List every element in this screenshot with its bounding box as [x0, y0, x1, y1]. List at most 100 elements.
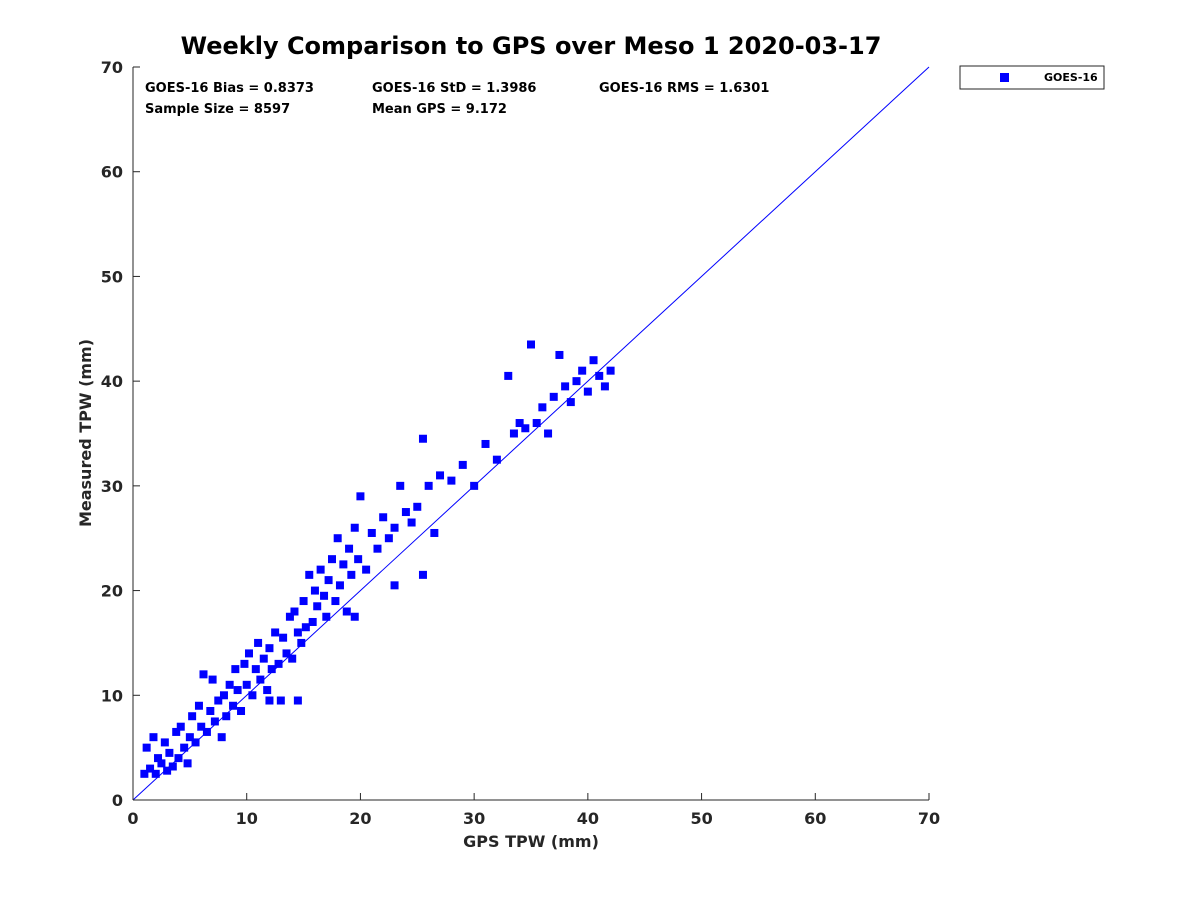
- data-point: [157, 759, 166, 768]
- stat-mean-gps: Mean GPS = 9.172: [372, 102, 507, 117]
- data-point: [345, 544, 354, 553]
- data-point: [259, 654, 268, 663]
- data-point: [589, 356, 598, 365]
- data-point: [324, 576, 333, 585]
- data-point: [274, 659, 283, 668]
- data-point: [168, 762, 177, 771]
- data-point: [350, 523, 359, 532]
- data-point: [379, 513, 388, 522]
- stat-std: GOES-16 StD = 1.3986: [372, 81, 536, 96]
- data-point: [561, 382, 570, 391]
- data-point: [538, 403, 547, 412]
- data-point: [160, 738, 169, 747]
- data-point: [288, 654, 297, 663]
- x-tick-label: 20: [349, 809, 371, 828]
- data-point: [418, 434, 427, 443]
- data-point: [146, 764, 155, 773]
- data-point: [301, 623, 310, 632]
- data-point: [362, 565, 371, 574]
- x-axis: 0 10 20 30 40 50 60 70: [127, 793, 940, 828]
- data-point: [384, 534, 393, 543]
- data-point: [222, 712, 231, 721]
- data-point: [390, 523, 399, 532]
- x-tick-label: 60: [804, 809, 826, 828]
- x-tick-label: 70: [918, 809, 940, 828]
- data-point: [214, 696, 223, 705]
- data-point: [151, 769, 160, 778]
- x-tick-label: 10: [236, 809, 258, 828]
- data-point: [396, 481, 405, 490]
- data-point: [163, 766, 172, 775]
- data-point: [197, 722, 206, 731]
- data-point: [210, 717, 219, 726]
- data-point: [583, 387, 592, 396]
- data-point: [331, 597, 340, 606]
- data-point: [244, 649, 253, 658]
- data-point: [595, 371, 604, 380]
- data-point: [276, 696, 285, 705]
- data-point: [549, 392, 558, 401]
- data-point: [149, 733, 158, 742]
- legend-box: [959, 65, 1105, 90]
- stat-rms: GOES-16 RMS = 1.6301: [599, 81, 769, 96]
- data-point: [555, 350, 564, 359]
- data-point: [354, 555, 363, 564]
- y-tick-label: 0: [112, 791, 123, 810]
- data-point: [504, 371, 513, 380]
- data-point: [350, 612, 359, 621]
- data-point: [229, 701, 238, 710]
- data-point: [188, 712, 197, 721]
- data-point: [339, 560, 348, 569]
- data-point: [263, 686, 272, 695]
- data-point: [342, 607, 351, 616]
- data-point: [206, 706, 215, 715]
- data-point: [180, 743, 189, 752]
- data-point: [481, 439, 490, 448]
- data-point: [225, 680, 234, 689]
- data-point: [282, 649, 291, 658]
- data-point: [233, 686, 242, 695]
- data-point: [308, 617, 317, 626]
- data-points: [140, 340, 615, 778]
- x-axis-label: GPS TPW (mm): [463, 832, 599, 851]
- data-point: [328, 555, 336, 564]
- data-point: [373, 544, 382, 553]
- data-point: [367, 528, 376, 537]
- data-point: [600, 382, 609, 391]
- data-point: [194, 701, 203, 710]
- data-point: [237, 706, 246, 715]
- y-tick-label: 50: [101, 267, 123, 286]
- data-point: [447, 476, 456, 485]
- data-point: [424, 481, 433, 490]
- legend: GOES-16: [959, 65, 1105, 90]
- data-point: [566, 398, 575, 407]
- y-tick-label: 70: [101, 58, 123, 77]
- data-point: [299, 597, 308, 606]
- data-point: [267, 665, 276, 674]
- x-tick-label: 30: [463, 809, 485, 828]
- one-to-one-reference-line: [132, 66, 930, 801]
- y-tick-label: 30: [101, 477, 123, 496]
- data-point: [183, 759, 192, 768]
- data-point: [265, 644, 274, 653]
- stat-bias: GOES-16 Bias = 0.8373: [145, 81, 314, 96]
- data-point: [256, 675, 265, 684]
- x-axis-ticks: 0 10 20 30 40 50 60 70: [127, 793, 940, 828]
- y-tick-label: 60: [101, 163, 123, 182]
- data-point: [515, 419, 524, 428]
- data-point: [401, 508, 410, 517]
- data-point: [436, 471, 445, 480]
- data-point: [492, 455, 501, 464]
- data-point: [165, 748, 174, 757]
- data-point: [154, 754, 163, 763]
- data-point: [407, 518, 416, 527]
- data-point: [176, 722, 185, 731]
- data-point: [313, 602, 322, 611]
- data-point: [509, 429, 518, 438]
- x-tick-label: 0: [127, 809, 138, 828]
- data-point: [335, 581, 344, 590]
- data-point: [185, 733, 194, 742]
- data-point: [290, 607, 299, 616]
- data-point: [251, 665, 260, 674]
- data-point: [413, 502, 422, 511]
